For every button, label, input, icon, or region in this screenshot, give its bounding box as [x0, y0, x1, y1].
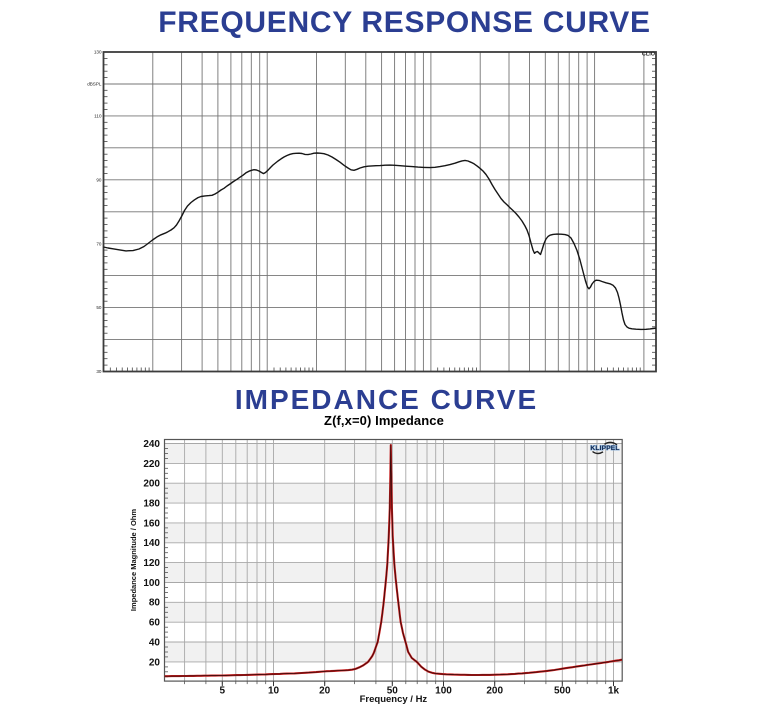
svg-text:110: 110: [94, 114, 102, 119]
svg-text:KLIPPEL: KLIPPEL: [590, 445, 619, 452]
svg-text:220: 220: [143, 459, 160, 470]
svg-text:160: 160: [143, 518, 160, 529]
svg-text:140: 140: [143, 538, 160, 549]
svg-text:Frequency / Hz: Frequency / Hz: [360, 694, 428, 705]
svg-text:1k: 1k: [608, 686, 620, 697]
svg-text:120: 120: [143, 558, 160, 569]
svg-text:500: 500: [554, 686, 571, 697]
svg-text:dBSPL: dBSPL: [87, 82, 102, 87]
svg-text:90: 90: [96, 177, 102, 182]
svg-text:60: 60: [149, 618, 161, 629]
svg-text:KLIPPEL: KLIPPEL: [590, 445, 619, 452]
svg-text:240: 240: [143, 439, 160, 450]
svg-text:100: 100: [435, 686, 452, 697]
svg-text:5: 5: [220, 686, 226, 697]
svg-text:130: 130: [94, 50, 102, 55]
svg-text:100: 100: [143, 578, 160, 589]
svg-text:50: 50: [387, 686, 399, 697]
svg-text:30: 30: [96, 369, 102, 374]
svg-text:Z(f,x=0) Impedance: Z(f,x=0) Impedance: [324, 413, 444, 428]
svg-text:20: 20: [149, 657, 161, 668]
svg-text:200: 200: [486, 686, 503, 697]
svg-text:Impedance Magnitude / Ohm: Impedance Magnitude / Ohm: [129, 509, 138, 611]
svg-text:50: 50: [96, 305, 102, 310]
svg-text:200: 200: [143, 479, 160, 490]
svg-text:CLIO: CLIO: [642, 52, 656, 58]
svg-text:10: 10: [268, 686, 280, 697]
svg-text:70: 70: [96, 241, 102, 246]
svg-text:40: 40: [149, 637, 161, 648]
svg-text:20: 20: [319, 686, 331, 697]
svg-text:180: 180: [143, 499, 160, 510]
svg-text:80: 80: [149, 598, 161, 609]
